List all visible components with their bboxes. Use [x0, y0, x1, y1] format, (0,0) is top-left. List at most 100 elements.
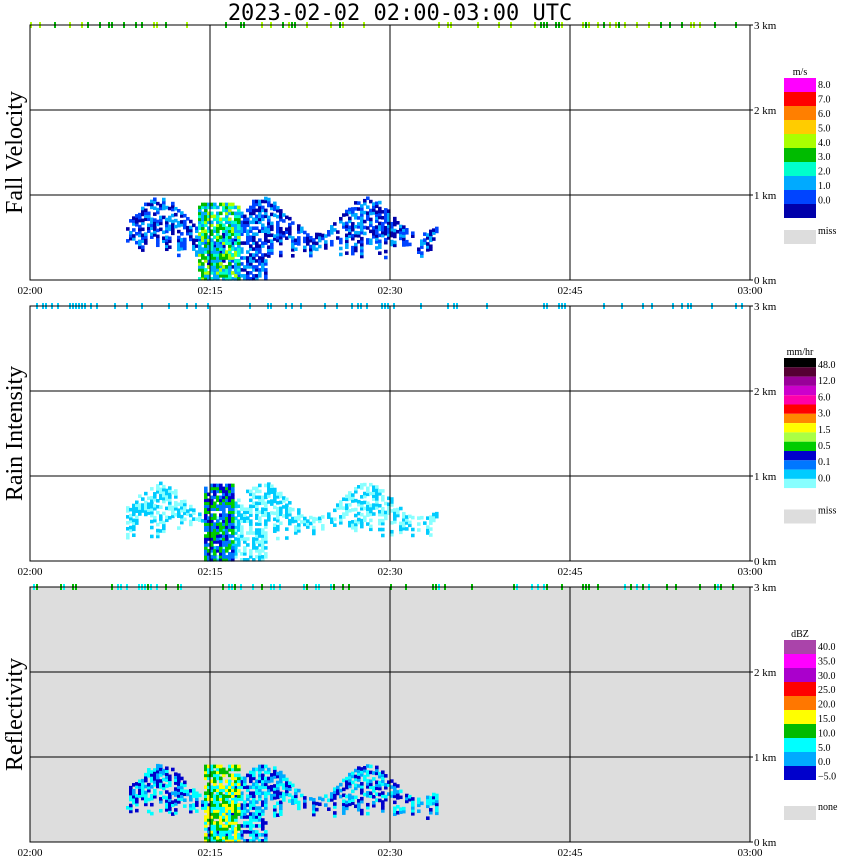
echo-cell — [207, 818, 211, 822]
echo-cell — [159, 529, 163, 533]
echo-cell — [195, 250, 199, 254]
echo-cell — [147, 217, 151, 222]
echo-cell — [186, 216, 190, 221]
echo-cell — [207, 498, 211, 503]
echo-cell — [330, 231, 334, 235]
echo-cell — [204, 217, 208, 222]
echo-cell — [231, 800, 235, 804]
echo-cell — [141, 503, 145, 507]
echo-cell — [234, 519, 238, 523]
echo-cell — [144, 784, 148, 789]
echo-cell — [243, 226, 247, 231]
echo-cell — [234, 806, 238, 810]
echo-cell — [243, 558, 247, 562]
echo-cell — [270, 487, 274, 491]
echo-cell — [435, 511, 439, 516]
reflectivity-panel: 02:00 02:15 02:30 02:45 03:000 km1 km2 km3 k… — [2, 582, 838, 859]
echo-cell — [432, 792, 436, 797]
echo-cell — [219, 241, 223, 245]
echo-cell — [357, 502, 361, 507]
echo-cell — [231, 543, 235, 547]
echo-cell — [237, 244, 241, 248]
echo-cell — [171, 228, 175, 233]
echo-cell — [255, 537, 259, 541]
echo-cell — [159, 800, 163, 804]
echo-cell — [225, 821, 229, 825]
echo-cell — [225, 836, 229, 840]
echo-cell — [237, 504, 241, 509]
echo-cell — [258, 558, 262, 562]
echo-cell — [435, 799, 439, 804]
echo-cell — [204, 202, 208, 207]
echo-cell — [198, 518, 202, 522]
echo-cell — [171, 505, 175, 510]
echo-cell — [363, 500, 367, 505]
echo-cell — [237, 229, 241, 233]
echo-cell — [252, 504, 256, 509]
echo-cell — [222, 549, 226, 553]
echo-cell — [135, 240, 139, 245]
echo-cell — [153, 200, 157, 205]
echo-cell — [411, 527, 415, 532]
echo-cell — [255, 785, 259, 790]
echo-cell — [243, 507, 247, 512]
echo-cell — [399, 506, 403, 511]
echo-cell — [237, 806, 241, 810]
y-axis-label: Fall Velocity — [2, 91, 28, 214]
echo-cell — [375, 240, 379, 244]
echo-cell — [261, 821, 265, 825]
echo-cell — [390, 242, 394, 247]
echo-cell — [129, 794, 133, 799]
echo-cell — [153, 498, 157, 502]
echo-cell — [216, 226, 220, 231]
echo-cell — [198, 223, 202, 228]
echo-cell — [219, 522, 223, 526]
echo-cell — [231, 259, 235, 263]
echo-cell — [249, 525, 253, 529]
echo-cell — [351, 771, 355, 776]
echo-cell — [198, 250, 202, 254]
echo-cell — [249, 226, 253, 231]
echo-cell — [153, 774, 157, 778]
echo-cell — [279, 803, 283, 808]
echo-cell — [369, 527, 373, 532]
echo-cell — [429, 229, 433, 234]
echo-cell — [360, 799, 364, 804]
echo-cell — [279, 235, 283, 240]
echo-cell — [402, 234, 406, 238]
echo-cell — [222, 226, 226, 231]
echo-cell — [243, 815, 247, 819]
legend-label: 0.5 — [818, 441, 831, 452]
echo-cell — [372, 497, 376, 501]
echo-cell — [348, 231, 352, 236]
echo-cell — [165, 497, 169, 502]
echo-cell — [429, 235, 433, 240]
echo-cell — [276, 512, 280, 517]
echo-cell — [195, 800, 199, 804]
echo-cell — [228, 779, 232, 784]
echo-cell — [141, 233, 145, 238]
echo-cell — [288, 231, 292, 236]
echo-cell — [264, 268, 268, 272]
echo-cell — [246, 238, 250, 242]
echo-cell — [249, 773, 253, 778]
echo-cell — [381, 806, 385, 810]
echo-cell — [177, 788, 181, 792]
echo-cell — [333, 517, 337, 522]
echo-cell — [168, 239, 172, 244]
echo-cell — [207, 791, 211, 795]
echo-cell — [180, 794, 184, 799]
echo-cell — [228, 492, 232, 497]
echo-cell — [180, 517, 184, 522]
echo-cell — [210, 821, 214, 825]
echo-cell — [210, 483, 214, 488]
echo-cell — [285, 789, 289, 794]
echo-cell — [216, 824, 220, 828]
echo-cell — [375, 500, 379, 504]
echo-cell — [219, 226, 223, 231]
echo-cell — [360, 796, 364, 801]
echo-cell — [360, 518, 364, 523]
echo-cell — [177, 797, 181, 801]
echo-cell — [285, 215, 289, 220]
echo-cell — [144, 802, 148, 807]
